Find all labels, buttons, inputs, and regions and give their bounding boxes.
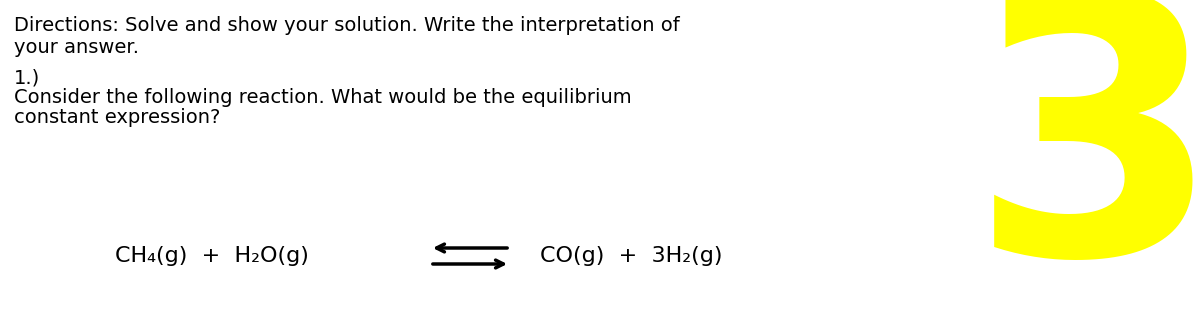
Text: CH₄(g)  +  H₂O(g): CH₄(g) + H₂O(g)	[115, 246, 308, 266]
Text: CO(g)  +  3H₂(g): CO(g) + 3H₂(g)	[540, 246, 722, 266]
Text: your answer.: your answer.	[14, 38, 139, 57]
Text: Directions: Solve and show your solution. Write the interpretation of: Directions: Solve and show your solution…	[14, 16, 679, 35]
Text: Consider the following reaction. What would be the equilibrium: Consider the following reaction. What wo…	[14, 88, 631, 107]
Text: 3: 3	[970, 0, 1200, 316]
Text: constant expression?: constant expression?	[14, 108, 221, 127]
Text: 1.): 1.)	[14, 68, 41, 87]
